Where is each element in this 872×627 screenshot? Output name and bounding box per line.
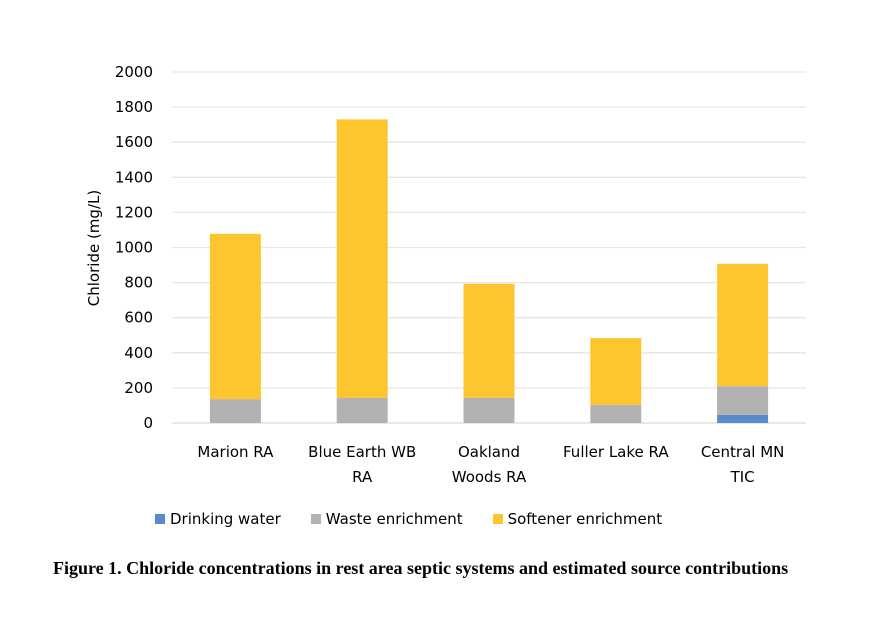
legend-swatch [310, 514, 321, 524]
bar-segment-softener-enrichment [209, 233, 261, 400]
x-tick-label: Blue Earth WB [308, 443, 416, 461]
chart: 0 200 400 600 800 1000 1200 1400 1600 1800 2000 Ma… [85, 63, 806, 486]
x-tick-label: Oakland [458, 443, 520, 461]
legend-label: Softener enrichment [507, 510, 663, 528]
y-tick-label: 1000 [115, 239, 153, 257]
y-tick-label: 400 [124, 344, 153, 362]
y-tick-label: 800 [124, 274, 153, 292]
bar-segment-drinking-water [717, 414, 769, 423]
bar-segment-waste-enrichment [717, 386, 769, 415]
x-tick-label: Central MN [701, 443, 785, 461]
x-tick-label: Marion RA [197, 443, 274, 461]
y-tick-label: 200 [124, 379, 153, 397]
legend-item-softener-enrichment: Softener enrichment [492, 510, 663, 528]
gridlines [172, 71, 806, 424]
legend-swatch [492, 514, 503, 524]
y-tick-label: 2000 [115, 63, 153, 81]
bar-segment-waste-enrichment [336, 397, 388, 423]
y-tick-label: 1400 [115, 168, 153, 186]
bar-segment-waste-enrichment [590, 404, 642, 423]
x-axis-labels: Marion RA Blue Earth WB RA Oakland Woods RA F… [197, 443, 784, 486]
x-tick-label: RA [352, 468, 373, 486]
x-tick-label: Fuller Lake RA [563, 443, 669, 461]
figure-caption: Figure 1. Chloride concentrations in res… [53, 558, 789, 578]
legend-label: Drinking water [170, 510, 281, 528]
y-tick-label: 1800 [115, 98, 153, 116]
y-tick-label: 0 [143, 414, 153, 432]
bar-segment-softener-enrichment [717, 263, 769, 387]
y-tick-label: 1600 [115, 133, 153, 151]
y-tick-label: 600 [124, 309, 153, 327]
y-axis-ticks: 0 200 400 600 800 1000 1200 1400 1600 1800 2000 [115, 63, 153, 432]
legend-label: Waste enrichment [325, 510, 463, 528]
bar-segment-waste-enrichment [209, 399, 261, 423]
bars [209, 119, 769, 423]
y-tick-label: 1200 [115, 203, 153, 221]
bar-segment-waste-enrichment [463, 397, 515, 423]
bar-segment-softener-enrichment [590, 338, 642, 405]
legend: Drinking water Waste enrichment Softener… [155, 510, 692, 528]
y-axis-label: Chloride (mg/L) [85, 190, 103, 306]
legend-item-waste-enrichment: Waste enrichment [310, 510, 463, 528]
legend-swatch [155, 514, 165, 524]
x-tick-label: TIC [730, 468, 755, 486]
legend-item-drinking-water: Drinking water [155, 510, 281, 528]
bar-segment-softener-enrichment [463, 283, 515, 398]
bar-segment-softener-enrichment [336, 119, 388, 398]
x-tick-label: Woods RA [452, 468, 527, 486]
